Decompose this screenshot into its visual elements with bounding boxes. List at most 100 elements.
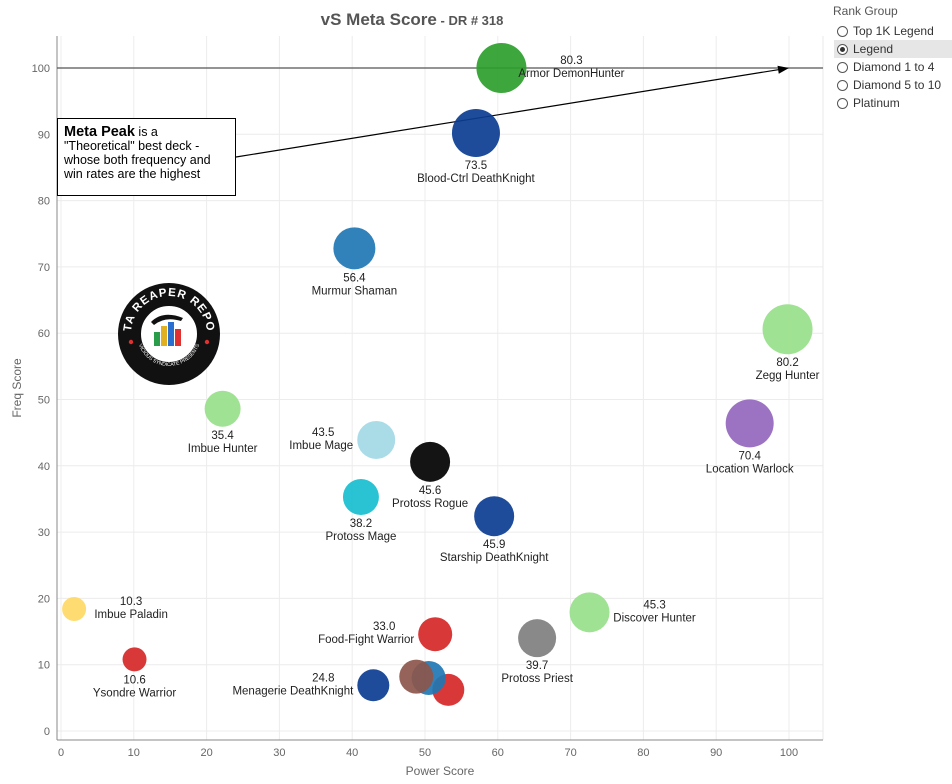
point-score-label: 80.2: [776, 357, 798, 369]
point-score-label: 35.4: [211, 430, 234, 442]
point-discover-hunter[interactable]: [569, 592, 610, 633]
point-imbue-hunter[interactable]: [204, 390, 241, 427]
point-food-fight-warrior[interactable]: [418, 617, 453, 652]
point-protoss-mage[interactable]: [342, 478, 379, 515]
rank-option-label: Platinum: [853, 96, 900, 110]
logo-star-right: [204, 339, 210, 345]
point-score-label: 45.6: [419, 485, 441, 497]
x-tick-label: 10: [128, 747, 140, 759]
point-name-label: Protoss Priest: [501, 673, 573, 685]
callout-text: is a "Theoretical" best deck - whose bot…: [64, 125, 211, 181]
point-score-label: 45.3: [643, 599, 665, 611]
x-axis-label: Power Score: [406, 764, 475, 778]
x-tick-label: 50: [419, 747, 431, 759]
point-name-label: Menagerie DeathKnight: [232, 685, 354, 697]
rank-option-label: Top 1K Legend: [853, 24, 934, 38]
point-zegg-hunter[interactable]: [762, 304, 813, 355]
y-tick-label: 80: [38, 196, 50, 208]
point-score-label: 38.2: [350, 518, 372, 530]
point-murmur-shaman[interactable]: [333, 227, 376, 270]
callout-arrow-head: [777, 65, 789, 74]
y-tick-label: 100: [32, 63, 50, 75]
point-name-label: Imbue Paladin: [94, 609, 168, 621]
x-tick-label: 0: [58, 747, 64, 759]
reference-layer: [57, 65, 823, 158]
point-imbue-mage[interactable]: [357, 420, 396, 459]
callout-bold: Meta Peak: [64, 124, 135, 140]
rank-option-label: Legend: [853, 42, 894, 56]
chart-title-dash: -: [437, 13, 449, 28]
y-tick-label: 60: [38, 328, 50, 340]
point-menagerie-deathknight[interactable]: [357, 669, 390, 702]
radio-icon[interactable]: [837, 25, 848, 37]
x-tick-label: 60: [492, 747, 504, 759]
x-tick-label: 70: [564, 747, 576, 759]
logo-bar-1: [154, 332, 160, 346]
point-name-label: Protoss Rogue: [392, 498, 468, 510]
logo-bar-3: [168, 322, 174, 346]
point-name-label: Food-Fight Warrior: [318, 634, 414, 646]
point-location-warlock[interactable]: [725, 399, 774, 448]
radio-icon[interactable]: [837, 61, 848, 73]
rank-group-title: Rank Group: [833, 4, 898, 18]
data-reaper-logo: DATA REAPER REPORT VICIOUS SYNDICATE PRE…: [117, 282, 220, 385]
chart-title-main: vS Meta Score: [321, 10, 437, 29]
x-tick-label: 100: [780, 747, 798, 759]
point-score-label: 70.4: [738, 450, 761, 462]
point-name-label: Imbue Mage: [289, 440, 353, 452]
meta-peak-callout: Meta Peak is a "Theoretical" best deck -…: [57, 118, 236, 196]
point-name-label: Zegg Hunter: [756, 370, 820, 382]
y-tick-label: 40: [38, 461, 50, 473]
point-name-label: Blood-Ctrl DeathKnight: [417, 173, 535, 185]
y-tick-label: 70: [38, 262, 50, 274]
point-score-label: 24.8: [312, 672, 334, 684]
radio-icon[interactable]: [837, 79, 848, 91]
point-blood-ctrl-deathknight[interactable]: [451, 108, 500, 157]
point-name-label: Discover Hunter: [613, 612, 696, 624]
y-axis-label: Freq Score: [10, 358, 24, 418]
rank-option-diamond-5-to-10[interactable]: Diamond 5 to 10: [834, 76, 952, 94]
rank-option-label: Diamond 1 to 4: [853, 60, 935, 74]
point-protoss-priest[interactable]: [518, 619, 557, 658]
point-name-label: Location Warlock: [706, 463, 794, 475]
grid: [57, 36, 823, 740]
y-tick-label: 90: [38, 129, 50, 141]
point-ysondre-warrior[interactable]: [122, 647, 147, 672]
point-score-label: 45.9: [483, 539, 505, 551]
point-score-label: 10.3: [120, 596, 142, 608]
rank-option-platinum[interactable]: Platinum: [834, 94, 952, 112]
x-tick-label: 30: [273, 747, 285, 759]
point-score-label: 80.3: [560, 55, 582, 67]
y-tick-label: 0: [44, 726, 50, 738]
x-tick-label: 90: [710, 747, 722, 759]
rank-option-legend[interactable]: Legend: [834, 40, 952, 58]
point-score-label: 43.5: [312, 427, 334, 439]
point-score-label: 33.0: [373, 621, 395, 633]
chart-subtitle: DR # 318: [448, 13, 503, 28]
points-layer: [62, 43, 813, 706]
point-score-label: 56.4: [343, 272, 366, 284]
radio-icon[interactable]: [837, 97, 848, 109]
rank-group-filter: Rank Group Top 1K Legend Legend Diamond …: [826, 0, 952, 784]
radio-icon[interactable]: [837, 43, 848, 55]
point-name-label: Imbue Hunter: [188, 443, 258, 455]
rank-option-top-1k-legend[interactable]: Top 1K Legend: [834, 22, 952, 40]
y-tick-label: 30: [38, 527, 50, 539]
ticks-layer: 0 10 20 30 40 50 60 70 80 90 100 0 10 20 30 40 50 60 70 80 9…: [32, 63, 799, 759]
chart-title: vS Meta Score - DR # 318: [321, 10, 504, 29]
point-unlabeled[interactable]: [399, 659, 434, 694]
point-starship-deathknight[interactable]: [474, 496, 515, 537]
point-name-label: Protoss Mage: [325, 531, 396, 543]
point-armor-demonhunter[interactable]: [476, 43, 527, 93]
point-name-label: Ysondre Warrior: [93, 687, 176, 699]
point-name-label: Armor DemonHunter: [518, 68, 624, 80]
y-tick-label: 10: [38, 660, 50, 672]
logo-star-left: [128, 339, 134, 345]
point-imbue-paladin[interactable]: [62, 597, 87, 622]
point-score-label: 39.7: [526, 660, 548, 672]
point-protoss-rogue[interactable]: [410, 441, 451, 482]
x-tick-label: 40: [346, 747, 358, 759]
rank-option-diamond-1-to-4[interactable]: Diamond 1 to 4: [834, 58, 952, 76]
y-tick-label: 50: [38, 395, 50, 407]
